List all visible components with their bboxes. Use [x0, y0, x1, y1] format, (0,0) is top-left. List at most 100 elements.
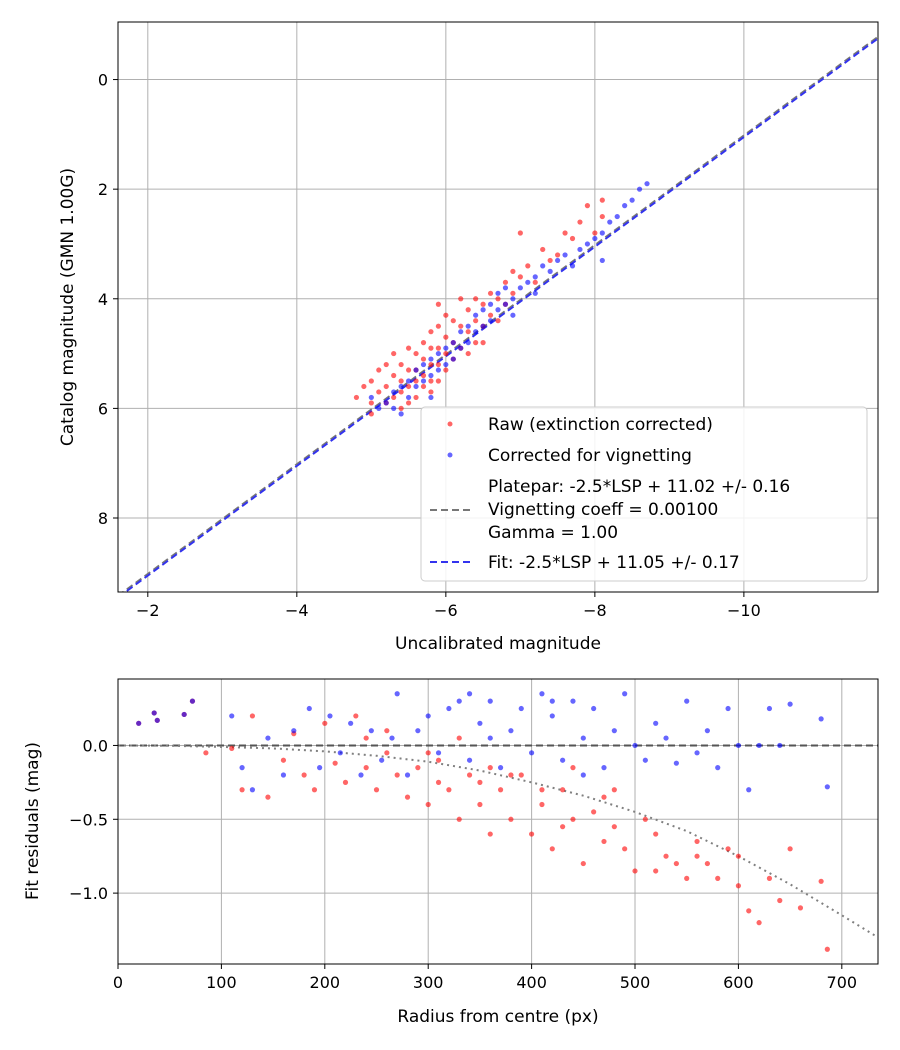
top-point-s0	[577, 219, 583, 225]
bottom-point-s0	[787, 846, 793, 852]
top-point-s1	[495, 290, 501, 296]
bottom-ticks: 0 100 200 300 400 500 600 700 0.0 −0.5 −1.0	[69, 736, 857, 992]
bottom-point-s1	[466, 757, 473, 763]
top-point-s0	[435, 345, 441, 351]
top-point-s1	[450, 340, 456, 346]
bottom-point-s0	[632, 868, 638, 874]
top-point-s1	[599, 257, 605, 264]
top-point-s0	[458, 323, 464, 329]
bottom-point-s1	[280, 772, 287, 778]
top-point-s1	[510, 312, 516, 318]
top-point-s0	[435, 323, 441, 329]
top-point-s0	[353, 394, 360, 401]
top-ylabel: Catalog magnitude (GMN 1.00G)	[58, 168, 78, 446]
top-point-s0	[443, 367, 449, 373]
top-point-s1	[465, 323, 471, 329]
bottom-point-s0	[756, 920, 762, 926]
top-point-s1	[480, 307, 486, 313]
bottom-point-s0	[203, 750, 209, 756]
top-ytick-label: 0	[98, 71, 108, 90]
bottom-point-s1	[824, 784, 830, 790]
bottom-point-s1	[394, 691, 400, 697]
top-point-s0	[465, 307, 471, 313]
top-point-s0	[599, 213, 605, 220]
top-point-s0	[428, 329, 434, 335]
top-point-s1	[428, 356, 434, 362]
top-point-s1	[443, 345, 449, 351]
bottom-point-s0	[560, 787, 566, 793]
bottom-point-s0	[384, 750, 390, 756]
bottom-point-s0	[487, 831, 493, 837]
top-point-s0	[517, 274, 523, 280]
top-point-s1	[473, 312, 479, 318]
top-xtick-label: −10	[727, 601, 761, 620]
top-point-s1	[376, 405, 382, 411]
bottom-xtick-label: 0	[113, 973, 123, 992]
legend-platepar-label: Platepar: -2.5*LSP + 11.02 +/- 0.16 Vigne…	[488, 477, 790, 543]
bottom-point-s0	[425, 750, 431, 756]
bottom-point-s1	[189, 698, 196, 704]
top-point-s0	[391, 350, 397, 357]
top-point-s1	[502, 301, 509, 307]
bottom-point-s0	[797, 905, 804, 911]
bottom-point-s1	[239, 765, 245, 771]
top-point-s0	[435, 378, 441, 384]
bottom-point-s0	[404, 794, 411, 800]
top-point-s0	[376, 367, 382, 373]
bottom-point-s1	[725, 705, 731, 712]
bottom-point-s0	[487, 765, 493, 771]
bottom-point-s1	[487, 698, 493, 704]
top-point-s1	[599, 230, 605, 236]
top-point-s0	[398, 378, 404, 384]
top-point-s1	[435, 367, 441, 373]
top-point-s1	[584, 241, 591, 247]
bottom-point-s1	[818, 716, 824, 722]
top-point-s0	[473, 340, 479, 346]
top-point-s1	[473, 329, 479, 335]
bottom-xtick-label: 200	[310, 973, 341, 992]
top-point-s0	[413, 394, 419, 401]
bottom-point-s0	[766, 875, 773, 881]
bottom-point-s0	[694, 838, 700, 845]
top-point-s1	[540, 263, 546, 269]
top-point-s0	[435, 301, 441, 307]
bottom-point-s1	[415, 728, 421, 734]
legend-raw-label: Raw (extinction corrected)	[488, 415, 713, 435]
top-point-s1	[428, 372, 434, 379]
bottom-point-s1	[673, 760, 679, 766]
top-point-s0	[368, 378, 374, 384]
top-point-s1	[368, 394, 374, 401]
top-xtick-label: −8	[583, 601, 607, 620]
top-point-s0	[555, 252, 561, 258]
bottom-point-s1	[249, 787, 256, 793]
top-point-s1	[398, 383, 404, 390]
top-xtick-label: −6	[434, 601, 458, 620]
top-point-s0	[465, 329, 471, 335]
bottom-point-s0	[601, 794, 607, 800]
top-point-s1	[517, 285, 523, 291]
bottom-point-s1	[787, 701, 793, 707]
top-point-s0	[405, 400, 412, 406]
top-point-s0	[435, 361, 441, 368]
bottom-point-s1	[560, 757, 566, 763]
bottom-point-s0	[322, 720, 328, 726]
bottom-axes-frame	[117, 678, 879, 965]
bottom-point-s0	[622, 846, 628, 852]
top-ytick-label: 4	[98, 290, 108, 309]
top-line-2	[121, 35, 878, 592]
top-point-s0	[420, 383, 427, 390]
top-point-s0	[428, 378, 434, 384]
top-point-s0	[487, 312, 494, 318]
top-point-s1	[435, 350, 441, 357]
top-point-s1	[510, 296, 516, 302]
top-point-s0	[405, 345, 412, 351]
bottom-xtick-label: 100	[206, 973, 237, 992]
bottom-point-s1	[291, 728, 297, 734]
top-point-s1	[502, 285, 509, 291]
top-point-s1	[398, 411, 404, 417]
top-point-s1	[629, 197, 635, 203]
bottom-point-s0	[694, 853, 700, 859]
top-point-s0	[540, 246, 546, 253]
legend-fit-label: Fit: -2.5*LSP + 11.05 +/- 0.17	[488, 553, 740, 573]
top-point-s0	[383, 383, 389, 390]
